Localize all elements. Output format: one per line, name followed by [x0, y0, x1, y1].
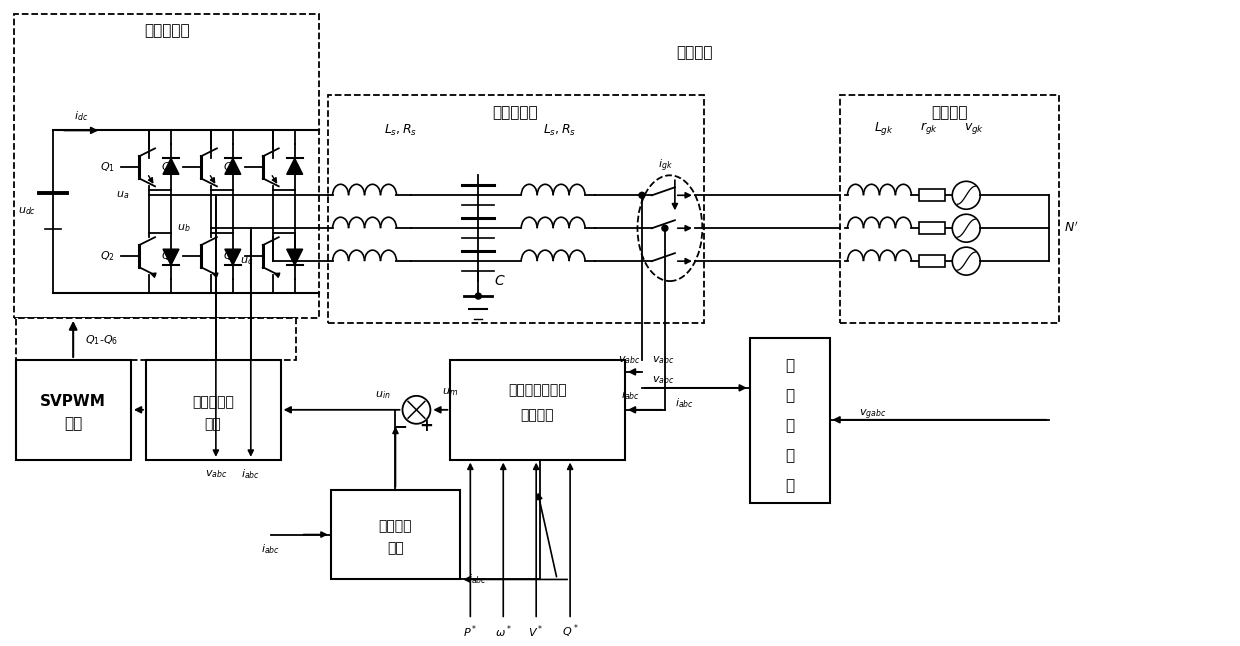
Text: $Q^*$: $Q^*$ — [562, 623, 578, 640]
Bar — [16, 360, 131, 460]
Bar — [450, 360, 625, 460]
Bar — [327, 96, 704, 323]
Text: $v_{abc}$: $v_{abc}$ — [618, 354, 640, 366]
Text: 同: 同 — [785, 388, 794, 403]
Text: 算: 算 — [785, 448, 794, 463]
Text: $u_a$: $u_a$ — [115, 189, 129, 201]
Text: $u_{dc}$: $u_{dc}$ — [19, 205, 36, 217]
Polygon shape — [162, 158, 179, 174]
Text: 控制模块: 控制模块 — [521, 408, 554, 422]
Bar — [750, 338, 830, 503]
Text: 虚拟同步发电机: 虚拟同步发电机 — [508, 383, 567, 397]
Text: +: + — [419, 417, 433, 435]
Text: 调制: 调制 — [64, 416, 82, 432]
Text: 附加电流环: 附加电流环 — [192, 395, 234, 409]
Text: $L_s,R_s$: $L_s,R_s$ — [384, 123, 417, 138]
Bar — [146, 360, 280, 460]
Text: $V^*$: $V^*$ — [528, 623, 544, 640]
Text: $Q_3$: $Q_3$ — [161, 160, 176, 174]
Text: 滤波器模块: 滤波器模块 — [492, 105, 538, 120]
Text: $u_b$: $u_b$ — [177, 222, 191, 234]
Text: $i_{abc}$: $i_{abc}$ — [469, 572, 487, 587]
Text: 模块: 模块 — [387, 541, 404, 556]
Text: $v_{abc}$: $v_{abc}$ — [652, 374, 675, 386]
Text: $P^*$: $P^*$ — [463, 623, 477, 640]
Text: $v_{gk}$: $v_{gk}$ — [963, 121, 985, 136]
Polygon shape — [224, 158, 241, 174]
Text: 逆变器模块: 逆变器模块 — [144, 23, 190, 38]
Polygon shape — [286, 249, 303, 265]
Text: 虚拟阻抗: 虚拟阻抗 — [378, 519, 412, 534]
Text: $i_{abc}$: $i_{abc}$ — [262, 543, 280, 556]
Text: $u_m$: $u_m$ — [443, 386, 459, 398]
Text: SVPWM: SVPWM — [40, 394, 107, 410]
Bar — [919, 222, 945, 234]
Text: $Q_4$: $Q_4$ — [161, 249, 176, 263]
Text: $Q_1$: $Q_1$ — [99, 160, 114, 174]
Text: $i_{abc}$: $i_{abc}$ — [621, 388, 640, 402]
Text: $Q_5$: $Q_5$ — [223, 160, 238, 174]
Text: $Q_1$-$Q_6$: $Q_1$-$Q_6$ — [86, 333, 118, 347]
Text: $Q_2$: $Q_2$ — [99, 249, 114, 263]
Text: $L_s,R_s$: $L_s,R_s$ — [543, 123, 577, 138]
Circle shape — [639, 193, 645, 198]
Text: $L_{gk}$: $L_{gk}$ — [874, 120, 894, 137]
Text: 期: 期 — [785, 418, 794, 433]
Bar — [16, 318, 295, 360]
Text: 法: 法 — [785, 478, 794, 493]
Text: $i_{dc}$: $i_{dc}$ — [74, 110, 88, 123]
Text: 并网开关: 并网开关 — [677, 45, 713, 60]
Text: $i_{abc}$: $i_{abc}$ — [675, 396, 694, 410]
Text: $u_{in}$: $u_{in}$ — [374, 389, 391, 401]
Text: $v_{gabc}$: $v_{gabc}$ — [859, 408, 887, 422]
Text: 电网模块: 电网模块 — [931, 105, 967, 120]
Polygon shape — [286, 158, 303, 174]
Ellipse shape — [637, 175, 702, 281]
Bar — [839, 96, 1059, 323]
Text: $v_{abc}$: $v_{abc}$ — [652, 354, 675, 366]
Polygon shape — [162, 249, 179, 265]
Text: $i_{gk}$: $i_{gk}$ — [657, 157, 672, 174]
Text: $i_{abc}$: $i_{abc}$ — [242, 467, 260, 481]
Text: $u_c$: $u_c$ — [239, 255, 253, 267]
Bar — [15, 14, 319, 318]
Text: $v_{abc}$: $v_{abc}$ — [205, 468, 227, 479]
Text: 模块: 模块 — [205, 417, 221, 431]
Circle shape — [662, 225, 668, 231]
Circle shape — [475, 293, 481, 299]
Polygon shape — [224, 249, 241, 265]
Text: $Q_6$: $Q_6$ — [223, 249, 238, 263]
Text: $C$: $C$ — [495, 274, 506, 288]
Text: 准: 准 — [785, 359, 794, 373]
Text: $\omega^*$: $\omega^*$ — [495, 623, 512, 640]
Text: −: − — [393, 417, 408, 435]
Bar — [919, 189, 945, 202]
Bar — [331, 490, 460, 579]
Bar — [919, 255, 945, 267]
Text: $N'$: $N'$ — [1064, 221, 1079, 235]
Text: $r_{gk}$: $r_{gk}$ — [920, 120, 939, 136]
